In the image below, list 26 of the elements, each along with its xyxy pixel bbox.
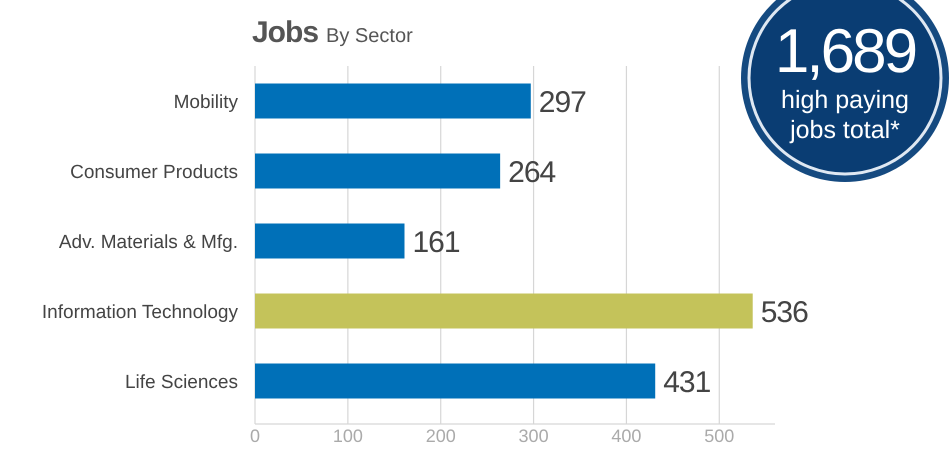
y-tick-label: Mobility <box>174 92 238 113</box>
data-label: 264 <box>508 156 556 189</box>
x-tick-label: 0 <box>250 426 260 446</box>
text: high paying <box>781 86 909 114</box>
data-label: 536 <box>760 296 808 329</box>
bar <box>255 364 656 398</box>
y-tick-label: Information Technology <box>42 302 238 323</box>
y-tick-label: Life Sciences <box>124 372 238 393</box>
bar <box>255 154 500 188</box>
x-tick-label: 500 <box>704 426 734 446</box>
annotation: 1,689 <box>774 17 916 86</box>
bar <box>255 84 531 118</box>
y-tick-label: Adv. Materials & Mfg. <box>58 232 238 253</box>
bar <box>255 294 753 328</box>
data-label: 431 <box>663 366 711 399</box>
text: jobs total* <box>789 116 900 144</box>
bar <box>255 224 404 258</box>
x-tick-label: 100 <box>332 426 363 446</box>
data-label: 297 <box>538 86 586 119</box>
chart-title: Jobs <box>252 16 318 49</box>
data-label: 161 <box>412 226 460 259</box>
x-tick-label: 300 <box>518 426 549 446</box>
chart-subtitle: By Sector <box>326 25 414 47</box>
x-tick-label: 400 <box>611 426 642 446</box>
y-tick-label: Consumer Products <box>70 162 238 183</box>
x-tick-label: 200 <box>426 426 456 446</box>
